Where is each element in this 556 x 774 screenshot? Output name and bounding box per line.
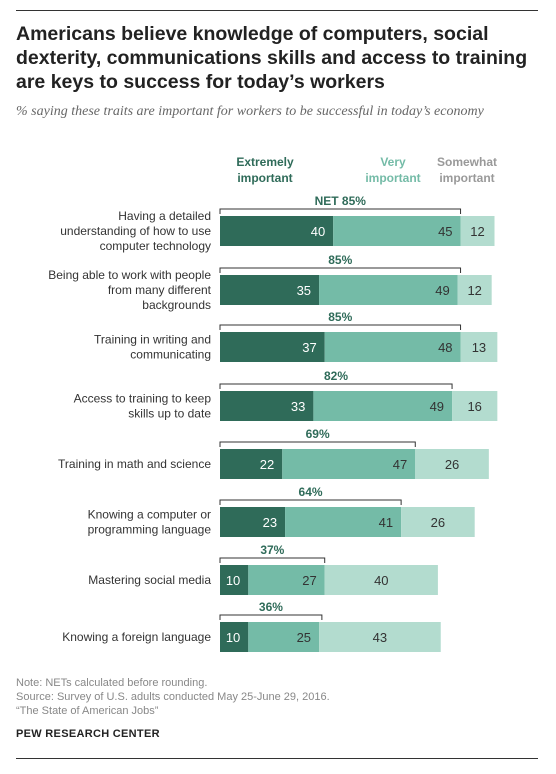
bar-extremely-important-5: [220, 449, 283, 479]
value-label-extremely-important-3: 37: [302, 340, 316, 355]
value-label-somewhat-important-6: 26: [431, 515, 445, 530]
bar-extremely-important-2: [220, 275, 320, 305]
stacked-bar-chart: Extremely important Very important Somewhat i…: [48, 155, 498, 652]
value-label-somewhat-important-2: 12: [467, 283, 481, 298]
net-bracket-3: [219, 324, 462, 330]
chart-title: Americans believe knowledge of computers…: [16, 23, 528, 93]
category-label-4: Access to training to keep skills up to d…: [74, 392, 212, 421]
category-label-8: Knowing a foreign language: [62, 630, 211, 644]
bar-somewhat-important-4: [452, 391, 498, 421]
legend-extremely-important: Extremely important: [236, 155, 294, 185]
bar-somewhat-important-7: [324, 565, 438, 595]
value-label-extremely-important-7: 10: [226, 573, 240, 588]
net-bracket-8: [219, 614, 323, 620]
net-bracket-6: [219, 499, 402, 505]
value-label-extremely-important-1: 40: [311, 224, 325, 239]
footer-source: Source: Survey of U.S. adults conducted …: [16, 691, 330, 703]
value-label-somewhat-important-5: 26: [445, 457, 459, 472]
bar-extremely-important-1: [220, 216, 334, 246]
net-bracket-2: [219, 267, 462, 273]
chart-footer: Note: NETs calculated before rounding. S…: [16, 676, 536, 718]
net-bracket-5: [219, 441, 416, 447]
value-label-extremely-important-2: 35: [297, 283, 311, 298]
bar-very-important-1: [333, 216, 461, 246]
value-label-very-important-5: 47: [393, 457, 407, 472]
value-label-very-important-4: 49: [430, 399, 444, 414]
bottom-rule: [16, 758, 538, 759]
bar-very-important-8: [248, 622, 320, 652]
category-label-5: Training in math and science: [58, 457, 211, 471]
net-label-1: NET 85%: [315, 194, 367, 208]
net-label-6: 64%: [299, 485, 323, 499]
bar-somewhat-important-5: [415, 449, 489, 479]
chart-subtitle: % saying these traits are important for …: [16, 104, 484, 119]
category-label-6: Knowing a computer or programming languag…: [88, 508, 212, 537]
value-label-extremely-important-5: 22: [260, 457, 274, 472]
net-label-7: 37%: [260, 543, 284, 557]
bar-very-important-2: [319, 275, 458, 305]
net-label-2: 85%: [328, 253, 352, 267]
bar-very-important-5: [282, 449, 416, 479]
bar-extremely-important-6: [220, 507, 286, 537]
value-label-somewhat-important-1: 12: [470, 224, 484, 239]
bar-somewhat-important-6: [401, 507, 475, 537]
bar-extremely-important-8: [220, 622, 249, 652]
net-bracket-7: [219, 557, 326, 563]
bar-very-important-6: [285, 507, 402, 537]
value-label-extremely-important-4: 33: [291, 399, 305, 414]
value-label-somewhat-important-7: 40: [374, 573, 388, 588]
value-label-somewhat-important-3: 13: [472, 340, 486, 355]
legend-very-important: Very important: [365, 155, 420, 185]
bar-extremely-important-4: [220, 391, 314, 421]
bar-somewhat-important-2: [457, 275, 492, 305]
net-label-5: 69%: [306, 427, 330, 441]
value-label-somewhat-important-4: 16: [467, 399, 481, 414]
value-label-very-important-2: 49: [435, 283, 449, 298]
value-label-very-important-3: 48: [438, 340, 452, 355]
top-rule: [16, 10, 538, 11]
value-label-very-important-1: 45: [438, 224, 452, 239]
category-label-2: Being able to work with people from many …: [48, 268, 211, 312]
footer-report: “The State of American Jobs”: [16, 705, 159, 717]
value-label-very-important-6: 41: [379, 515, 393, 530]
value-label-extremely-important-8: 10: [226, 630, 240, 645]
net-label-4: 82%: [324, 369, 348, 383]
bar-very-important-3: [324, 332, 461, 362]
bar-very-important-4: [313, 391, 453, 421]
net-bracket-4: [219, 383, 453, 389]
bar-extremely-important-7: [220, 565, 249, 595]
legend-somewhat-important: Somewhat important: [437, 155, 497, 185]
value-label-extremely-important-6: 23: [263, 515, 277, 530]
bar-extremely-important-3: [220, 332, 325, 362]
net-label-3: 85%: [328, 310, 352, 324]
value-label-very-important-7: 27: [302, 573, 316, 588]
value-label-somewhat-important-8: 43: [373, 630, 387, 645]
footer-note: Note: NETs calculated before rounding.: [16, 677, 208, 689]
bar-somewhat-important-8: [319, 622, 441, 652]
net-label-8: 36%: [259, 600, 283, 614]
net-bracket-1: [219, 208, 462, 214]
category-label-3: Training in writing and communicating: [94, 333, 211, 362]
category-label-7: Mastering social media: [88, 573, 211, 587]
bar-somewhat-important-1: [460, 216, 495, 246]
brand-label: PEW RESEARCH CENTER: [16, 728, 160, 740]
bar-very-important-7: [248, 565, 325, 595]
category-label-1: Having a detailed understanding of how to…: [60, 209, 211, 253]
value-label-very-important-8: 25: [297, 630, 311, 645]
bar-somewhat-important-3: [460, 332, 498, 362]
